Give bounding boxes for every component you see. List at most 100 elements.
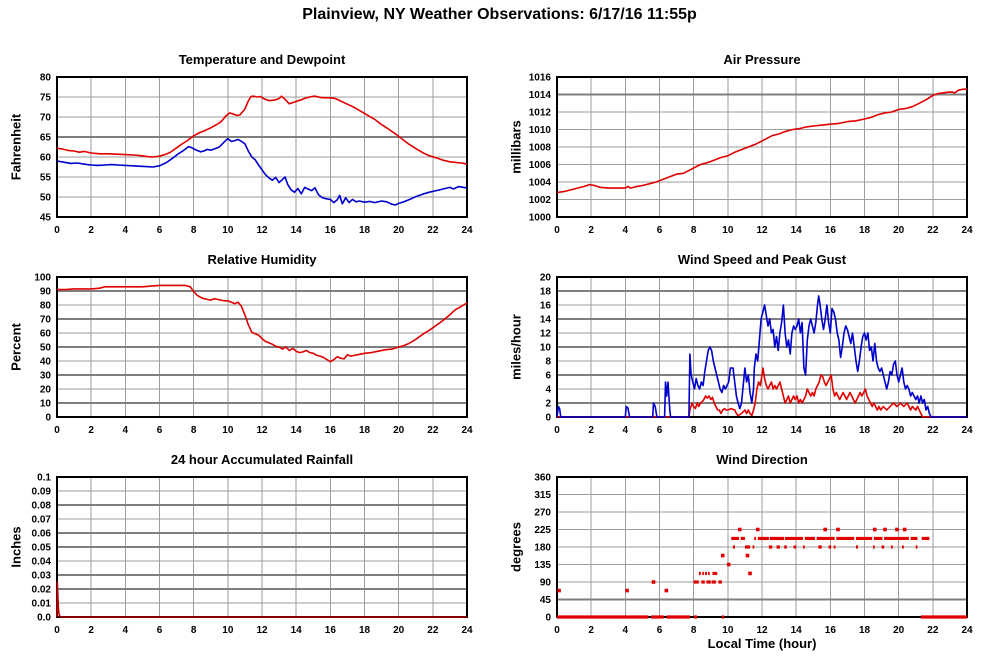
x-tick-label: 20: [893, 425, 905, 436]
x-tick-label: 20: [393, 625, 405, 636]
x-tick-label: 0: [554, 225, 560, 236]
y-tick-label: 60: [40, 153, 52, 164]
y-tick-label: 0.01: [32, 599, 52, 610]
y-tick-label: 0.04: [32, 557, 52, 568]
y-tick-label: 315: [534, 490, 551, 501]
y-tick-label: 0: [545, 413, 551, 424]
x-tick-label: 6: [657, 225, 663, 236]
x-tick-label: 18: [359, 425, 371, 436]
x-tick-label: 16: [325, 425, 337, 436]
series-wind-direction-point: [726, 562, 731, 567]
y-axis-label: millibars: [508, 120, 524, 174]
relative-humidity-plot: 0 2 4 6 8 10 12 14 16 18 20 22 240102030405060708090…: [34, 273, 473, 437]
series-wind-speed: [557, 367, 967, 418]
x-tick-label: 22: [927, 425, 939, 436]
x-tick-label: 22: [427, 425, 439, 436]
rainfall-plot: 0 2 4 6 8 10 12 14 16 18 20 22 240.00.010.020.030.04…: [32, 473, 473, 637]
x-tick-label: 10: [222, 425, 234, 436]
y-tick-label: 70: [40, 113, 52, 124]
x-tick-label: 18: [359, 225, 371, 236]
y-tick-label: 16: [540, 301, 552, 312]
y-tick-label: 60: [40, 329, 52, 340]
y-tick-label: 6: [545, 371, 551, 382]
x-tick-label: 4: [123, 625, 129, 636]
y-tick-label: 0.08: [32, 501, 52, 512]
series-wind-direction-point: [737, 527, 742, 532]
x-tick-label: 12: [256, 425, 268, 436]
x-tick-label: 12: [756, 625, 768, 636]
x-tick-label: 24: [461, 425, 473, 436]
x-tick-label: 12: [256, 625, 268, 636]
y-tick-label: 1012: [529, 108, 552, 119]
y-tick-label: 90: [540, 578, 552, 589]
series-wind-direction-point: [557, 588, 561, 593]
chart-wind-direction: 0 2 4 6 8 10 12 14 16 18 20 22 24 0 45 90 135 180 225 270 31…: [500, 450, 999, 659]
x-tick-label: 24: [461, 625, 473, 636]
x-tick-label: 20: [393, 425, 405, 436]
y-tick-label: 75: [40, 93, 52, 104]
x-tick-label: 14: [791, 625, 803, 636]
series-wind-direction-point: [745, 553, 750, 558]
series-relative-humidity: [57, 284, 468, 363]
chart-title: Wind Speed and Peak Gust: [677, 252, 847, 267]
y-tick-label: 0.06: [32, 529, 52, 540]
series-wind-direction-point: [836, 527, 840, 532]
y-tick-label: 135: [534, 560, 551, 571]
x-tick-label: 0: [554, 625, 560, 636]
x-tick-label: 10: [222, 625, 234, 636]
x-tick-label: 22: [927, 625, 939, 636]
y-tick-label: 1016: [529, 73, 552, 84]
x-tick-label: 18: [359, 625, 371, 636]
x-tick-label: 2: [88, 225, 94, 236]
x-tick-label: 8: [691, 625, 697, 636]
y-tick-label: 1004: [529, 178, 552, 189]
x-tick-label: 8: [191, 225, 197, 236]
x-tick-label: 2: [88, 425, 94, 436]
y-tick-label: 4: [545, 385, 551, 396]
x-tick-label: 4: [623, 225, 629, 236]
y-tick-label: 0.0: [37, 613, 51, 624]
y-tick-label: 0.03: [32, 571, 52, 582]
x-tick-label: 20: [893, 225, 905, 236]
x-tick-label: 16: [325, 625, 337, 636]
series-wind-direction-point: [755, 527, 760, 532]
y-tick-label: 0.07: [32, 515, 52, 526]
x-tick-label: 4: [623, 425, 629, 436]
y-axis-label: Inches: [8, 526, 24, 568]
series-dewpoint: [56, 137, 468, 206]
chart-air-pressure: 0 2 4 6 8 10 12 14 16 18 20 22 24 1000 1002 1004 1006 100…: [500, 50, 999, 259]
x-tick-label: 14: [291, 625, 303, 636]
x-tick-label: 4: [623, 625, 629, 636]
x-tick-label: 24: [961, 425, 973, 436]
x-tick-label: 18: [859, 225, 871, 236]
y-axis-label: Percent: [8, 323, 24, 371]
x-tick-label: 14: [291, 225, 303, 236]
chart-title: Temperature and Dewpoint: [178, 52, 346, 67]
x-tick-label: 18: [859, 625, 871, 636]
chart-title: Wind Direction: [716, 452, 808, 467]
series-wind-direction-point: [625, 588, 629, 593]
plot-border: [56, 76, 468, 218]
series-wind-direction-point: [664, 588, 669, 593]
x-tick-label: 24: [961, 625, 973, 636]
wind-direction-plot: 0 2 4 6 8 10 12 14 16 18 20 22 240459013518022527031…: [534, 473, 973, 637]
y-tick-label: 1010: [529, 125, 552, 136]
y-tick-label: 360: [534, 473, 551, 484]
y-tick-label: 225: [534, 525, 551, 536]
x-tick-label: 8: [191, 425, 197, 436]
x-tick-label: 0: [54, 625, 60, 636]
y-tick-label: 0.05: [32, 543, 52, 554]
chart-wind-speed-gust: 0 2 4 6 8 10 12 14 16 18 20 22 24 0 2 4 6 8 10 12 14 16 18 20 W…: [500, 250, 999, 459]
x-tick-label: 12: [756, 425, 768, 436]
x-tick-label: 20: [393, 225, 405, 236]
x-tick-label: 2: [588, 425, 594, 436]
y-tick-label: 80: [40, 301, 52, 312]
plot-border: [556, 276, 968, 418]
y-tick-label: 0: [45, 413, 51, 424]
y-tick-label: 10: [540, 343, 552, 354]
y-tick-label: 100: [34, 273, 51, 284]
x-tick-label: 12: [256, 225, 268, 236]
y-tick-label: 12: [540, 329, 552, 340]
x-tick-label: 4: [123, 225, 129, 236]
